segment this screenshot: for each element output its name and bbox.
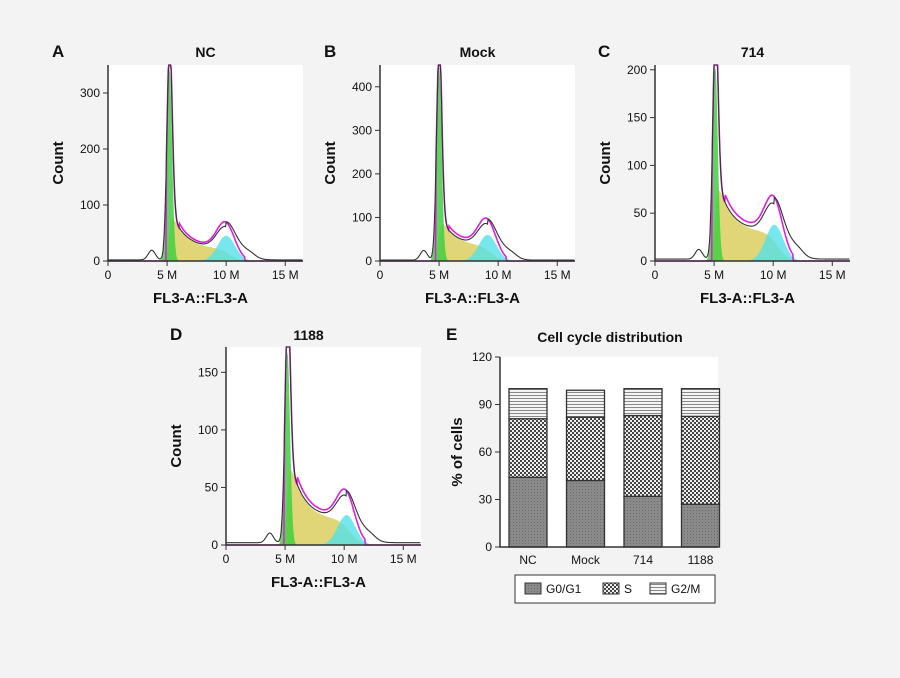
legend-label: S bbox=[624, 582, 632, 596]
y-tick-label: 0 bbox=[93, 254, 100, 268]
bar-g0g1-714 bbox=[623, 495, 663, 548]
y-tick-label: 100 bbox=[80, 198, 100, 212]
bar-g2m-1188 bbox=[680, 388, 721, 418]
y-tick-label: 150 bbox=[627, 111, 647, 125]
s-phase-fill bbox=[655, 190, 850, 261]
y-tick-label: 300 bbox=[352, 123, 372, 137]
y-tick-label: 120 bbox=[472, 350, 492, 364]
y-axis-label: % of cells bbox=[449, 417, 466, 486]
plot-area bbox=[655, 65, 850, 261]
x-tick-label: Mock bbox=[571, 553, 601, 567]
panel-letter: C bbox=[598, 42, 610, 61]
bar-g0g1-mock bbox=[565, 479, 606, 548]
bar-g2m-nc bbox=[508, 388, 548, 420]
y-tick-label: 200 bbox=[627, 63, 647, 77]
legend-swatch bbox=[649, 582, 667, 595]
x-tick-label: NC bbox=[519, 553, 537, 567]
x-axis-label: FL3-A::FL3-A bbox=[425, 290, 520, 307]
x-axis-label: FL3-A::FL3-A bbox=[153, 290, 248, 307]
x-tick-label: 10 M bbox=[331, 552, 358, 566]
y-tick-label: 50 bbox=[205, 480, 219, 494]
chart-title: Cell cycle distribution bbox=[537, 329, 682, 345]
x-tick-label: 10 M bbox=[213, 268, 240, 282]
x-tick-label: 15 M bbox=[819, 268, 846, 282]
x-tick-label: 10 M bbox=[760, 268, 787, 282]
x-tick-label: 5 M bbox=[704, 268, 724, 282]
x-tick-label: 15 M bbox=[544, 268, 571, 282]
x-tick-label: 5 M bbox=[429, 268, 449, 282]
x-tick-label: 5 M bbox=[275, 552, 295, 566]
x-tick-label: 5 M bbox=[157, 268, 177, 282]
panel-letter: E bbox=[446, 325, 457, 344]
chart-title: Mock bbox=[460, 44, 496, 60]
y-tick-label: 100 bbox=[627, 158, 647, 172]
y-axis-label: Count bbox=[322, 141, 339, 184]
chart-title: 1188 bbox=[293, 327, 324, 343]
y-tick-label: 200 bbox=[80, 142, 100, 156]
bar-g2m-mock bbox=[565, 389, 606, 418]
y-axis-label: Count bbox=[50, 141, 67, 184]
x-tick-label: 15 M bbox=[272, 268, 299, 282]
panel-letter: B bbox=[324, 42, 336, 61]
legend-swatch bbox=[602, 582, 620, 595]
data-histogram-line bbox=[655, 64, 850, 260]
y-tick-label: 100 bbox=[352, 210, 372, 224]
y-tick-label: 0 bbox=[365, 254, 372, 268]
data-histogram-line bbox=[380, 64, 575, 261]
y-tick-label: 0 bbox=[211, 538, 218, 552]
y-tick-label: 400 bbox=[352, 80, 372, 94]
x-tick-label: 714 bbox=[633, 553, 653, 567]
bar-g0g1-1188 bbox=[680, 503, 721, 548]
data-histogram-line bbox=[226, 346, 421, 544]
bar-s-nc bbox=[508, 418, 548, 478]
x-axis-label: FL3-A::FL3-A bbox=[700, 290, 795, 307]
g2m-fill bbox=[380, 234, 575, 261]
x-tick-label: 0 bbox=[223, 552, 230, 566]
bar-chart-panel-e: NC Mock 714 1188 0 30 60 90 120 E Cell cycle distr… bbox=[446, 325, 721, 604]
y-tick-label: 0 bbox=[485, 540, 492, 554]
data-histogram-line bbox=[108, 64, 303, 261]
legend-label: G2/M bbox=[671, 582, 700, 596]
legend-label: G0/G1 bbox=[546, 582, 582, 596]
y-tick-label: 200 bbox=[352, 167, 372, 181]
x-tick-label: 1188 bbox=[688, 553, 714, 567]
panel-letter: D bbox=[170, 325, 182, 344]
x-tick-label: 0 bbox=[652, 268, 659, 282]
chart-title: 714 bbox=[741, 44, 765, 60]
x-tick-label: 10 M bbox=[485, 268, 512, 282]
x-tick-label: 0 bbox=[377, 268, 384, 282]
bar-s-1188 bbox=[680, 415, 721, 505]
y-tick-label: 0 bbox=[640, 254, 647, 268]
x-tick-label: 15 M bbox=[390, 552, 417, 566]
plot-area bbox=[108, 65, 303, 261]
y-tick-label: 50 bbox=[634, 206, 648, 220]
y-tick-label: 150 bbox=[198, 365, 218, 379]
plot-area bbox=[226, 347, 421, 545]
y-tick-label: 100 bbox=[198, 423, 218, 437]
x-tick-label: 0 bbox=[105, 268, 112, 282]
bar-s-714 bbox=[623, 414, 663, 497]
y-axis-label: Count bbox=[597, 141, 614, 184]
y-axis-label: Count bbox=[168, 424, 185, 467]
bar-s-mock bbox=[565, 416, 606, 482]
bar-g0g1-nc bbox=[508, 476, 548, 548]
legend: G0/G1 S G2/M bbox=[514, 574, 716, 604]
bar-g2m-714 bbox=[623, 388, 663, 417]
y-tick-label: 90 bbox=[479, 398, 493, 412]
legend-swatch bbox=[524, 582, 542, 595]
y-tick-label: 60 bbox=[479, 445, 493, 459]
x-axis-label: FL3-A::FL3-A bbox=[271, 574, 366, 591]
y-tick-label: 30 bbox=[479, 493, 493, 507]
y-tick-label: 300 bbox=[80, 86, 100, 100]
chart-title: NC bbox=[195, 44, 215, 60]
s-phase-fill bbox=[226, 470, 421, 545]
panel-letter: A bbox=[52, 42, 64, 61]
s-phase-fill bbox=[108, 218, 303, 261]
